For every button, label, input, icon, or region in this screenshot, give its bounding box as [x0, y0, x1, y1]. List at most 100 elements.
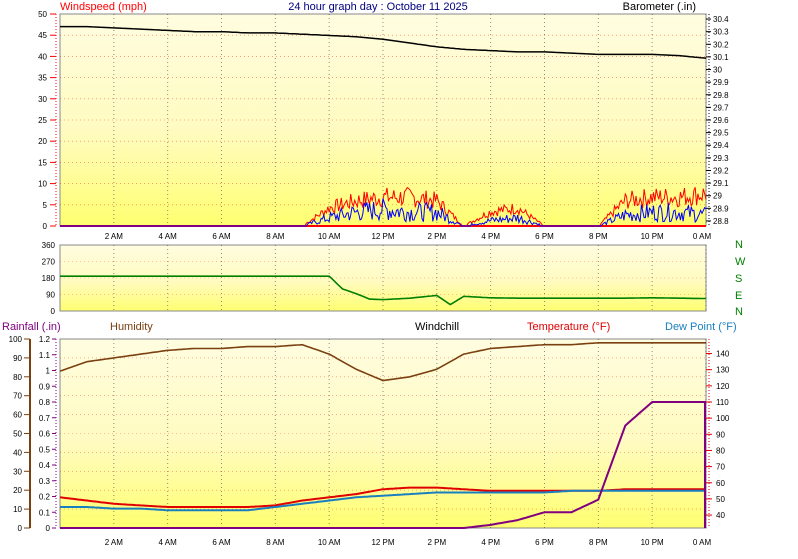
windspeed-tick-label: 10	[38, 180, 47, 189]
time-tick-label: 10 AM	[318, 538, 341, 547]
humidity-tick-label: 0	[18, 524, 23, 533]
compass-label: E	[735, 290, 742, 302]
barometer-tick-label: 29.1	[713, 179, 729, 188]
direction-tick-label: 90	[46, 291, 55, 300]
rainfall-tick-label: 1.1	[39, 351, 51, 360]
humidity-line	[59, 342, 706, 382]
barometer-tick-label: 29.5	[713, 129, 729, 138]
time-tick-label: 10 AM	[318, 232, 341, 241]
temperature-axis-label: Temperature (°F)	[527, 321, 610, 333]
barometer-tick-label: 30.3	[713, 28, 729, 37]
barometer-tick-label: 29.4	[713, 141, 729, 150]
barometer-tick-label: 29.8	[713, 91, 729, 100]
humidity-tick-label: 50	[13, 430, 22, 439]
humidity-tick-label: 30	[13, 467, 22, 476]
rainfall-tick-label: 0	[46, 524, 51, 533]
time-tick-label: 6 PM	[535, 232, 554, 241]
direction-tick-label: 180	[42, 274, 56, 283]
rainfall-tick-label: 1	[46, 367, 51, 376]
time-tick-label: 4 AM	[159, 232, 178, 241]
time-tick-label: 2 PM	[427, 538, 446, 547]
windspeed-tick-label: 30	[38, 95, 47, 104]
time-tick-label: 8 AM	[266, 538, 285, 547]
barometer-tick-label: 30.2	[713, 40, 729, 49]
rainfall-tick-label: 0.9	[39, 382, 51, 391]
rainfall-tick-label: 0.7	[39, 414, 51, 423]
dewpoint-line	[60, 489, 706, 512]
temperature-tick-label: 140	[716, 350, 730, 359]
direction-tick-label: 360	[42, 241, 56, 250]
temperature-tick-label: 80	[716, 446, 725, 455]
dewpoint-axis-label: Dew Point (°F)	[665, 321, 737, 333]
windspeed-tick-label: 45	[38, 31, 47, 40]
temperature-tick-label: 60	[716, 479, 725, 488]
rainfall-tick-label: 0.5	[39, 445, 51, 454]
time-tick-label: 4 PM	[481, 538, 500, 547]
barometer-tick-label: 29.6	[713, 116, 729, 125]
time-tick-label: 2 PM	[427, 232, 446, 241]
time-tick-label: 6 AM	[212, 232, 231, 241]
rainfall-tick-label: 0.6	[39, 430, 51, 439]
barometer-axis-label: Barometer (.in)	[623, 1, 696, 13]
time-tick-label: 0 AM	[693, 538, 712, 547]
humidity-tick-label: 10	[13, 505, 22, 514]
direction-tick-label: 0	[51, 307, 56, 316]
windspeed-axis-label: Windspeed (mph)	[60, 1, 147, 13]
rainfall-tick-label: 1.2	[39, 335, 51, 344]
temperature-tick-label: 70	[716, 463, 725, 472]
windspeed-tick-label: 5	[43, 201, 48, 210]
barometer-tick-label: 29.3	[713, 154, 729, 163]
windspeed-tick-label: 35	[38, 74, 47, 83]
barometer-tick-label: 29	[713, 192, 722, 201]
barometer-line	[60, 25, 707, 59]
temperature-tick-label: 100	[716, 414, 730, 423]
compass-label: S	[735, 273, 742, 285]
compass-label: N	[735, 306, 743, 318]
compass-label: W	[735, 256, 746, 268]
chart-title: 24 hour graph day : October 11 2025	[288, 1, 468, 13]
temperature-tick-label: 110	[716, 398, 729, 407]
humidity-tick-label: 40	[13, 448, 22, 457]
humidity-tick-label: 90	[13, 354, 22, 363]
windspeed-tick-label: 50	[38, 10, 47, 19]
barometer-tick-label: 28.8	[713, 217, 729, 226]
temperature-tick-label: 50	[716, 495, 725, 504]
rainfall-tick-label: 0.2	[39, 493, 51, 502]
temperature-tick-label: 130	[716, 366, 730, 375]
time-tick-label: 8 PM	[589, 538, 608, 547]
time-tick-label: 6 PM	[535, 538, 554, 547]
humidity-tick-label: 100	[9, 335, 23, 344]
windspeed-tick-label: 40	[38, 52, 47, 61]
temperature-tick-label: 90	[716, 430, 725, 439]
windspeed-tick-label: 0	[43, 222, 48, 231]
windspeed-tick-label: 20	[38, 137, 47, 146]
time-tick-label: 2 AM	[105, 538, 124, 547]
windspeed-line	[60, 198, 707, 227]
barometer-tick-label: 30.1	[713, 53, 729, 62]
time-tick-label: 8 AM	[266, 232, 285, 241]
rainfall-tick-label: 0.1	[39, 508, 51, 517]
rainfall-line	[60, 401, 706, 529]
temperature-tick-label: 40	[716, 511, 725, 520]
wind-direction-line	[60, 275, 706, 306]
windspeed-tick-label: 15	[38, 158, 47, 167]
barometer-tick-label: 30.4	[713, 15, 729, 24]
time-tick-label: 6 AM	[212, 538, 231, 547]
time-tick-label: 12 PM	[371, 538, 394, 547]
barometer-tick-label: 28.9	[713, 204, 729, 213]
barometer-tick-label: 29.7	[713, 103, 729, 112]
windspeed-tick-label: 25	[38, 116, 47, 125]
rainfall-axis-label: Rainfall (.in)	[2, 321, 61, 333]
time-tick-label: 4 AM	[159, 538, 178, 547]
compass-label: N	[735, 239, 743, 251]
time-tick-label: 8 PM	[589, 232, 608, 241]
time-tick-label: 4 PM	[481, 232, 500, 241]
time-tick-label: 10 PM	[641, 538, 664, 547]
time-tick-label: 10 PM	[641, 232, 664, 241]
time-tick-label: 0 AM	[693, 232, 712, 241]
humidity-tick-label: 60	[13, 411, 22, 420]
barometer-tick-label: 29.9	[713, 78, 729, 87]
humidity-tick-label: 80	[13, 373, 22, 382]
